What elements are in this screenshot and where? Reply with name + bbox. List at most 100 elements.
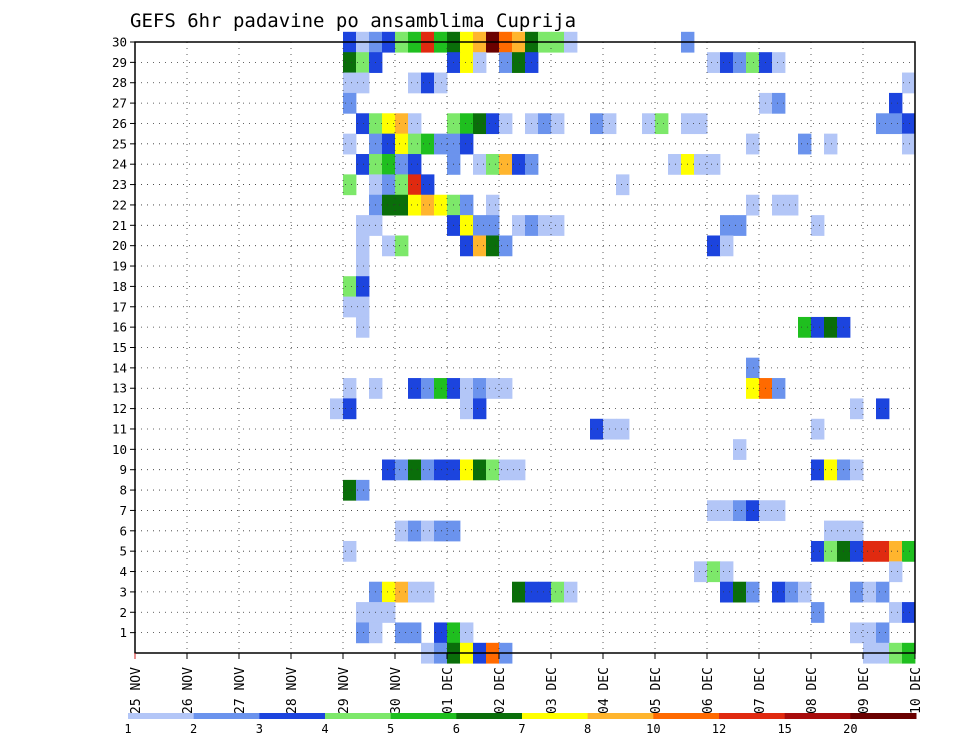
heatmap-cell bbox=[499, 154, 513, 175]
heatmap-cell bbox=[460, 113, 474, 135]
heatmap-cell bbox=[434, 622, 448, 644]
heatmap-cell bbox=[876, 581, 890, 603]
heatmap-cell bbox=[889, 92, 903, 114]
heatmap-cell bbox=[850, 459, 864, 481]
heatmap-cell bbox=[889, 602, 903, 623]
colorbar-segment bbox=[325, 713, 392, 719]
heatmap-cell bbox=[356, 72, 370, 94]
x-tick-label: 01 DEC bbox=[441, 667, 456, 714]
heatmap-cell bbox=[460, 622, 474, 644]
heatmap-cell bbox=[395, 235, 409, 257]
colorbar-segment bbox=[587, 713, 654, 719]
x-tick-label: 10 DEC bbox=[909, 667, 924, 714]
x-tick-label: 07 DEC bbox=[753, 667, 768, 714]
heatmap-cell bbox=[863, 581, 877, 603]
y-tick-label: 4 bbox=[119, 564, 127, 579]
x-tick-label: 28 NOV bbox=[285, 667, 300, 714]
y-tick-label: 27 bbox=[112, 96, 127, 111]
x-tick-label: 02 DEC bbox=[493, 667, 508, 714]
heatmap-cell bbox=[720, 561, 734, 583]
heatmap-cell bbox=[811, 459, 825, 481]
y-tick-label: 5 bbox=[119, 544, 127, 559]
heatmap-cell bbox=[785, 194, 799, 216]
heatmap-cell bbox=[902, 540, 916, 562]
heatmap-cell bbox=[512, 154, 526, 175]
heatmap-cell bbox=[824, 520, 838, 542]
heatmap-cell bbox=[408, 72, 422, 94]
heatmap-cell bbox=[356, 296, 370, 318]
y-tick-label: 21 bbox=[112, 218, 127, 233]
heatmap-cell bbox=[343, 72, 357, 94]
heatmap-cell bbox=[694, 154, 708, 175]
heatmap-cell bbox=[421, 459, 435, 481]
heatmap-cell bbox=[395, 113, 409, 135]
heatmap-cell bbox=[356, 602, 370, 623]
heatmap-cell bbox=[343, 479, 357, 501]
heatmap-cell bbox=[499, 378, 513, 399]
heatmap-cell bbox=[343, 296, 357, 318]
heatmap-cell bbox=[746, 581, 760, 603]
heatmap-cell bbox=[382, 581, 396, 603]
heatmap-cell bbox=[798, 133, 812, 155]
heatmap-cell bbox=[382, 174, 396, 196]
x-tick-label: 04 DEC bbox=[597, 667, 612, 714]
heatmap-cell bbox=[824, 459, 838, 481]
heatmap-cell bbox=[356, 215, 370, 236]
heatmap-cell bbox=[720, 581, 734, 603]
heatmap-cell bbox=[720, 500, 734, 522]
heatmap-cell bbox=[395, 194, 409, 216]
heatmap-cell bbox=[746, 52, 760, 73]
heatmap-cell bbox=[902, 133, 916, 155]
heatmap-cell bbox=[616, 418, 630, 440]
heatmap-cell bbox=[382, 154, 396, 175]
heatmap-cell bbox=[382, 459, 396, 481]
heatmap-cell bbox=[421, 378, 435, 399]
heatmap-cell bbox=[486, 459, 500, 481]
y-tick-label: 13 bbox=[112, 381, 127, 396]
heatmap-cell bbox=[408, 194, 422, 216]
x-tick-label: 06 DEC bbox=[701, 667, 716, 714]
heatmap-cell bbox=[720, 235, 734, 257]
heatmap-cell bbox=[902, 113, 916, 135]
colorbar-label: 1 bbox=[124, 722, 131, 736]
heatmap-cell bbox=[421, 520, 435, 542]
x-tick-label: 05 DEC bbox=[649, 667, 664, 714]
colorbar-segment bbox=[390, 713, 457, 719]
colorbar-label: 10 bbox=[646, 722, 660, 736]
y-tick-label: 2 bbox=[119, 605, 127, 620]
heatmap-cell bbox=[772, 500, 786, 522]
y-tick-label: 7 bbox=[119, 503, 127, 518]
heatmap-cell bbox=[798, 581, 812, 603]
heatmap-cell bbox=[434, 459, 448, 481]
heatmap-cell bbox=[694, 561, 708, 583]
x-tick-label: 03 DEC bbox=[545, 667, 560, 714]
heatmap-cell bbox=[590, 418, 604, 440]
heatmap-cell bbox=[486, 215, 500, 236]
heatmap-cell bbox=[356, 52, 370, 73]
colorbar-label: 5 bbox=[387, 722, 394, 736]
heatmap-cell bbox=[512, 215, 526, 236]
heatmap-cell bbox=[408, 622, 422, 644]
heatmap-cell bbox=[434, 133, 448, 155]
colorbar-label: 4 bbox=[321, 722, 328, 736]
colorbar-segment bbox=[850, 713, 917, 719]
colorbar-segment bbox=[784, 713, 851, 719]
heatmap-cell bbox=[811, 215, 825, 236]
heatmap-cell bbox=[382, 194, 396, 216]
heatmap-cell bbox=[408, 378, 422, 399]
heatmap-cell bbox=[395, 459, 409, 481]
heatmap-cell bbox=[733, 500, 747, 522]
heatmap-cell bbox=[343, 398, 357, 420]
x-tick-label: 27 NOV bbox=[233, 667, 248, 714]
heatmap-cell bbox=[551, 581, 565, 603]
y-tick-label: 11 bbox=[112, 421, 127, 436]
heatmap-cell bbox=[876, 398, 890, 420]
heatmap-cell bbox=[343, 92, 357, 114]
y-tick-label: 16 bbox=[112, 320, 127, 335]
heatmap-cell bbox=[668, 154, 682, 175]
heatmap-cell bbox=[707, 561, 721, 583]
heatmap-cell bbox=[408, 459, 422, 481]
heatmap-cell bbox=[889, 561, 903, 583]
y-tick-label: 19 bbox=[112, 259, 127, 274]
heatmap-cell bbox=[590, 113, 604, 135]
